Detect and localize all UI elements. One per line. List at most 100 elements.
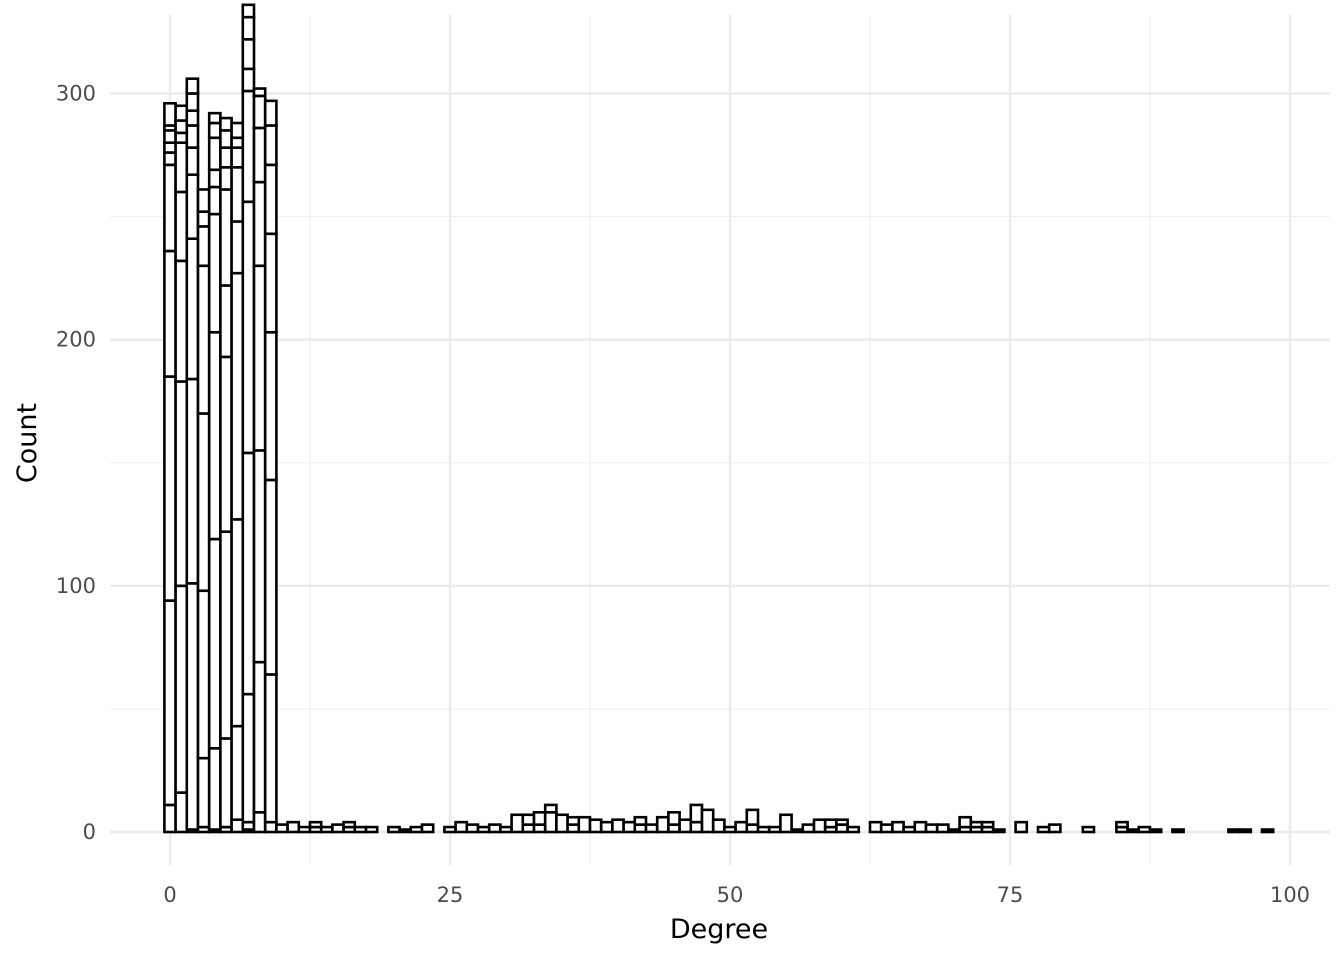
bar-segment: [196, 412, 211, 593]
bar-segment: [174, 259, 189, 383]
bar-segment: [790, 828, 805, 834]
bar-segment: [207, 168, 222, 189]
bar-segment: [633, 815, 648, 826]
bar-segment: [252, 811, 267, 834]
bar-segment: [196, 225, 211, 268]
bar-segment: [723, 825, 737, 834]
bar-segment: [263, 673, 278, 824]
major-gridlines: [110, 15, 1330, 865]
bar-segment: [196, 264, 211, 415]
bar-segment: [263, 820, 278, 834]
bar-segment: [263, 330, 278, 482]
bar-segment: [207, 330, 222, 541]
bar-segment: [196, 188, 211, 213]
bar-segment: [543, 803, 558, 814]
bar-segment: [230, 724, 245, 821]
bar-segment: [1014, 820, 1029, 834]
bar-segment: [241, 67, 256, 93]
bar-segment: [655, 815, 670, 834]
bar-segment: [219, 146, 233, 169]
y-axis-title: Count: [12, 403, 43, 483]
bar-segment: [1081, 825, 1096, 834]
bar-segment: [700, 808, 715, 834]
x-tick-labels: 0 25 50 75 100: [163, 883, 1310, 907]
bar-segment: [499, 825, 513, 834]
bar-segment: [1126, 828, 1141, 834]
bar-segment: [891, 820, 905, 834]
bar-segment: [991, 828, 1006, 834]
bar-segment: [207, 185, 222, 216]
bar-segment: [263, 163, 278, 236]
bar-segment: [779, 813, 793, 834]
bar-segment: [241, 692, 256, 824]
bar-segment: [263, 232, 278, 334]
bar-segment: [902, 825, 917, 834]
bar-segment: [969, 820, 984, 829]
bar-segment: [678, 818, 693, 834]
bar-segment: [163, 803, 177, 834]
bar-segment: [476, 825, 491, 834]
bar-segment: [163, 599, 177, 807]
bar-segment: [1036, 825, 1051, 834]
bar-segment: [163, 249, 177, 378]
x-tick-label: 100: [1270, 883, 1310, 907]
bar-segment: [174, 131, 189, 144]
bar-segment: [734, 820, 749, 834]
bar-segment: [1137, 825, 1152, 834]
bar-segment: [230, 146, 245, 169]
bar-segment: [219, 166, 233, 191]
y-tick-label: 200: [56, 328, 96, 352]
bar-segment: [230, 271, 245, 521]
bar-segment: [230, 136, 245, 149]
bar-segment: [252, 264, 267, 452]
bar-segment: [711, 818, 726, 834]
bar-segment: [599, 820, 614, 834]
histogram-bars: [163, 3, 1275, 834]
bar-segment: [409, 825, 424, 834]
bar-segment: [387, 825, 401, 834]
bar-segment: [185, 377, 200, 585]
bar-segment: [219, 188, 233, 287]
bar-segment: [263, 124, 278, 167]
bar-segment: [241, 38, 256, 71]
bar-segment: [185, 109, 200, 127]
bar-segment: [241, 451, 256, 696]
bar-segment: [689, 820, 704, 834]
bar-segment: [342, 820, 357, 829]
bar-segment: [219, 355, 233, 533]
bar-segment: [924, 823, 939, 834]
bar-segment: [163, 163, 177, 253]
bar-segment: [521, 813, 536, 826]
bar-segment: [935, 823, 950, 834]
bar-segment: [219, 737, 233, 829]
bar-segment: [1227, 828, 1241, 834]
bar-segment: [207, 136, 222, 172]
minor-gridlines: [110, 15, 1330, 865]
bar-segment: [622, 820, 637, 834]
bar-segment: [913, 820, 928, 834]
bar-segment: [174, 190, 189, 263]
bar-segment: [207, 111, 222, 125]
bar-segment: [174, 380, 189, 588]
bar-segment: [230, 818, 245, 834]
bar-segment: [756, 825, 771, 834]
bar-segment: [252, 126, 267, 184]
bar-segment: [185, 77, 200, 95]
bar-segment: [252, 660, 267, 814]
bar-segment: [823, 818, 838, 829]
bar-segment: [767, 825, 782, 834]
bar-segment: [308, 820, 323, 829]
bar-segment: [958, 815, 973, 829]
x-tick-label: 75: [997, 883, 1024, 907]
bar-segment: [163, 102, 177, 127]
bar-segment: [185, 92, 200, 112]
bar-segment: [879, 823, 894, 834]
bar-segment: [163, 151, 177, 167]
bar-segment: [319, 825, 334, 834]
bar-segment: [577, 815, 592, 834]
x-tick-label: 0: [163, 883, 176, 907]
bar-segment: [174, 791, 189, 834]
bar-segment: [543, 811, 558, 834]
bar-segment: [644, 823, 659, 834]
